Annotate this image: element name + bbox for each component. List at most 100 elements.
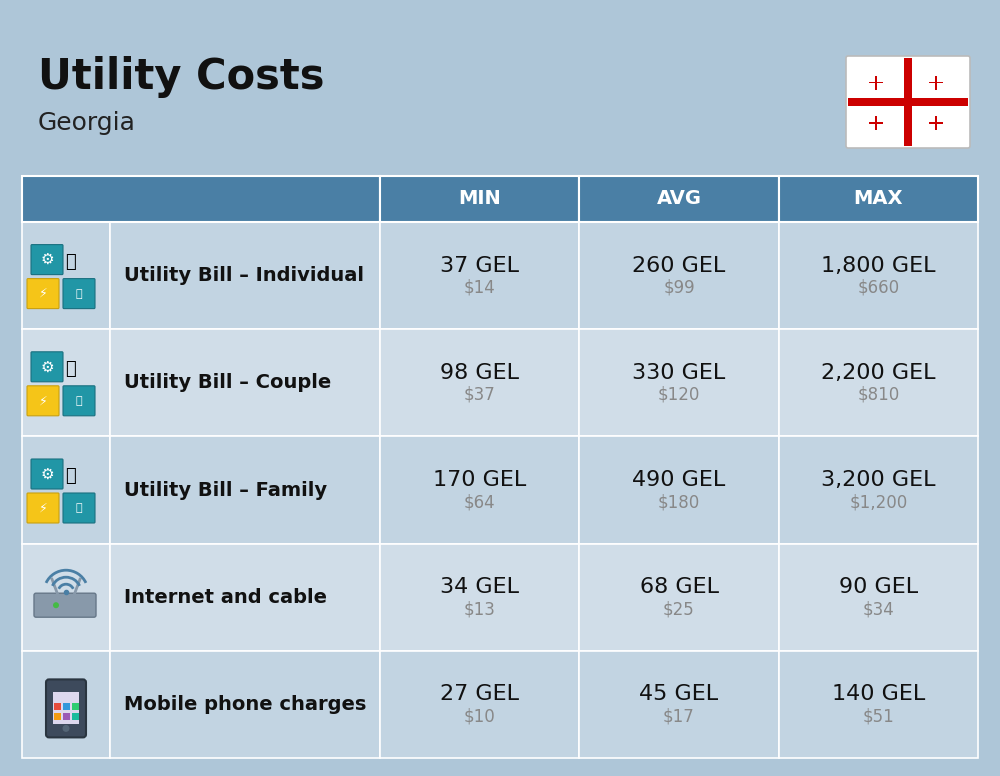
Text: $17: $17: [663, 708, 695, 726]
FancyBboxPatch shape: [63, 386, 95, 416]
FancyBboxPatch shape: [27, 386, 59, 416]
Bar: [579, 436, 779, 544]
Bar: [935, 75, 937, 90]
Text: 27 GEL: 27 GEL: [440, 684, 519, 705]
Bar: [579, 176, 779, 222]
Text: $10: $10: [464, 708, 496, 726]
Bar: [779, 651, 978, 758]
FancyBboxPatch shape: [63, 279, 95, 309]
Bar: [110, 329, 380, 436]
Text: $810: $810: [857, 386, 899, 404]
Text: 68 GEL: 68 GEL: [640, 577, 718, 598]
Text: AVG: AVG: [656, 189, 702, 209]
Bar: [22, 176, 380, 222]
FancyBboxPatch shape: [46, 680, 86, 737]
Text: ⚡: ⚡: [39, 501, 47, 514]
Bar: [380, 329, 579, 436]
Bar: [579, 222, 779, 329]
Bar: [779, 436, 978, 544]
Bar: [779, 544, 978, 651]
Bar: [72, 713, 79, 720]
Bar: [110, 651, 380, 758]
Text: Internet and cable: Internet and cable: [124, 587, 327, 607]
Bar: [875, 75, 877, 90]
Text: 1,800 GEL: 1,800 GEL: [821, 255, 936, 275]
Text: 🧍: 🧍: [65, 467, 75, 485]
Text: Mobile phone charges: Mobile phone charges: [124, 695, 366, 714]
Bar: [22, 329, 110, 436]
Bar: [54, 703, 61, 710]
FancyBboxPatch shape: [31, 352, 63, 382]
Bar: [110, 436, 380, 544]
Text: 3,200 GEL: 3,200 GEL: [821, 470, 936, 490]
Bar: [848, 98, 968, 106]
Bar: [779, 222, 978, 329]
Text: ⚙: ⚙: [40, 359, 54, 374]
Text: ⚡: ⚡: [39, 287, 47, 300]
Bar: [22, 436, 110, 544]
Bar: [935, 116, 937, 130]
Text: 🧍: 🧍: [65, 360, 75, 378]
Text: Utility Bill – Family: Utility Bill – Family: [124, 480, 327, 500]
Text: 💧: 💧: [76, 396, 82, 406]
Bar: [22, 651, 110, 758]
Text: 💧: 💧: [76, 503, 82, 513]
Bar: [579, 329, 779, 436]
Bar: [380, 436, 579, 544]
Bar: [22, 222, 110, 329]
Bar: [869, 123, 883, 124]
Text: $37: $37: [464, 386, 496, 404]
Text: 260 GEL: 260 GEL: [632, 255, 726, 275]
Text: 45 GEL: 45 GEL: [639, 684, 719, 705]
Bar: [869, 82, 883, 83]
FancyBboxPatch shape: [31, 244, 63, 275]
Text: 2,200 GEL: 2,200 GEL: [821, 363, 936, 383]
FancyBboxPatch shape: [34, 593, 96, 617]
Text: Georgia: Georgia: [38, 111, 136, 135]
FancyBboxPatch shape: [846, 56, 970, 148]
Text: ⚙: ⚙: [40, 466, 54, 481]
Bar: [380, 544, 579, 651]
Bar: [929, 123, 943, 124]
Bar: [579, 544, 779, 651]
Bar: [579, 651, 779, 758]
Text: $34: $34: [862, 600, 894, 618]
Text: $25: $25: [663, 600, 695, 618]
Text: $99: $99: [663, 279, 695, 296]
Circle shape: [62, 725, 70, 732]
Bar: [63, 713, 70, 720]
Text: 490 GEL: 490 GEL: [632, 470, 726, 490]
Text: 🧍: 🧍: [65, 253, 75, 271]
Text: 98 GEL: 98 GEL: [440, 363, 519, 383]
Bar: [779, 329, 978, 436]
Bar: [110, 544, 380, 651]
Text: ⚡: ⚡: [39, 394, 47, 407]
Text: ⚙: ⚙: [40, 252, 54, 267]
Bar: [53, 692, 79, 725]
FancyBboxPatch shape: [27, 279, 59, 309]
Bar: [929, 82, 943, 83]
FancyBboxPatch shape: [63, 493, 95, 523]
Bar: [875, 116, 877, 130]
Bar: [380, 651, 579, 758]
Text: $13: $13: [464, 600, 496, 618]
Text: Utility Bill – Couple: Utility Bill – Couple: [124, 373, 331, 393]
Bar: [72, 703, 79, 710]
Text: $51: $51: [862, 708, 894, 726]
Text: 140 GEL: 140 GEL: [832, 684, 925, 705]
Bar: [63, 703, 70, 710]
Text: 330 GEL: 330 GEL: [632, 363, 726, 383]
FancyBboxPatch shape: [27, 493, 59, 523]
Bar: [380, 176, 579, 222]
Text: $14: $14: [464, 279, 496, 296]
Text: $660: $660: [857, 279, 899, 296]
Text: $180: $180: [658, 493, 700, 511]
Text: $1,200: $1,200: [849, 493, 907, 511]
FancyBboxPatch shape: [31, 459, 63, 489]
Bar: [22, 544, 110, 651]
Text: 34 GEL: 34 GEL: [440, 577, 519, 598]
Text: 170 GEL: 170 GEL: [433, 470, 526, 490]
Bar: [110, 222, 380, 329]
Bar: [779, 176, 978, 222]
Circle shape: [53, 602, 59, 608]
